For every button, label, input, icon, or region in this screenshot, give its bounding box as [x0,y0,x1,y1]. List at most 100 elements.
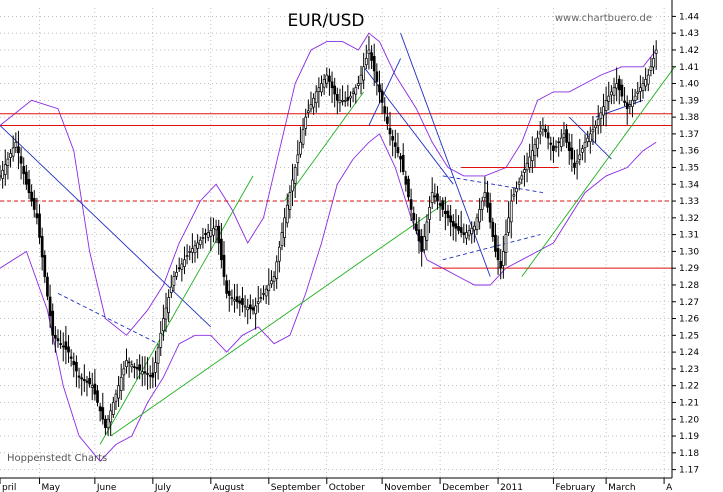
price-bar-body [570,147,574,160]
price-bar-body [594,125,597,129]
price-bar-body [38,213,41,238]
price-bar-body [588,133,592,143]
chart-grid [0,8,672,478]
price-bar-body [557,141,561,144]
price-bar-body [301,129,305,145]
price-bar-body [538,131,542,135]
price-bar-body [198,239,202,246]
price-bar-body [251,307,255,311]
price-bar-body [243,305,247,308]
price-bar-body [119,376,123,391]
price-bar-body [227,290,231,296]
price-bar-body [330,81,334,89]
price-bar-body [0,175,2,178]
y-tick-label: 1.24 [679,348,699,358]
price-bar-body [623,100,626,103]
price-bar-body [82,379,86,381]
price-bar-body [14,141,18,148]
price-bar-body [267,284,271,292]
price-bar-body [214,225,218,231]
downtrend-line [57,292,159,345]
price-bar-body [156,347,160,364]
price-bar-body [457,226,460,231]
y-tick-label: 1.40 [679,80,699,90]
downtrend-line [400,33,491,277]
price-bar-body [193,245,197,254]
price-bar-body [509,200,513,223]
price-bar-body [159,332,163,348]
price-bar-body [238,300,242,304]
price-bar-body [478,209,481,223]
price-bar-body [565,129,568,143]
watermark-text: www.chartbuero.de [555,13,652,24]
price-bar-body [32,197,36,210]
price-bar-body [396,147,400,154]
price-bar-body [504,234,508,253]
price-bar-body [425,221,429,241]
y-tick-label: 1.42 [679,46,699,56]
price-bar-body [6,158,10,166]
y-tick-label: 1.30 [679,247,699,257]
price-bar-body [135,367,139,370]
y-tick-label: 1.38 [679,113,699,123]
price-bar-body [317,87,321,92]
price-bar-body [415,223,418,231]
price-bar-body [230,297,234,299]
x-tick-label: July [154,483,172,492]
price-bar-body [507,217,510,233]
price-bar-body [494,234,497,252]
price-bar-body [88,377,91,385]
chart-title: EUR/USD [287,11,364,31]
downtrend-line [442,234,541,261]
price-bar-body [288,192,292,210]
price-bar-body [528,156,532,168]
price-bar-body [383,106,387,114]
price-bar-body [291,179,294,192]
price-bar-body [554,146,558,148]
price-bar-body [19,156,23,164]
price-bar-body [541,125,545,130]
price-bar-body [46,276,49,297]
price-bar-body [306,110,310,113]
price-bar-body [573,162,576,168]
price-bar-body [462,232,466,235]
price-bar-body [436,193,439,202]
price-bar-body [175,272,178,277]
price-bar-body [333,85,337,95]
y-tick-label: 1.22 [679,382,699,392]
price-bar-body [581,148,584,153]
price-bar-body [93,383,97,395]
price-bar-body [283,217,286,238]
y-tick-label: 1.28 [679,281,699,291]
price-bar-body [312,97,315,108]
downtrend-line [0,125,212,328]
price-bar-body [575,160,579,164]
price-bar-body [517,181,521,185]
x-tick-label: pril [2,483,16,492]
y-tick-label: 1.26 [679,315,699,325]
y-tick-label: 1.21 [679,398,699,408]
price-bar-body [501,251,505,266]
price-bar-body [525,162,529,171]
price-bar-body [578,154,582,160]
price-bar-body [75,361,78,372]
price-bar-body [420,236,423,252]
price-bar-body [30,191,33,202]
chart-axes [0,0,673,479]
price-bar-body [127,361,131,364]
y-tick-label: 1.35 [679,163,699,173]
price-bar-body [599,112,603,119]
price-bar-body [80,377,84,380]
price-bar-body [654,49,658,54]
price-bar-body [610,91,613,96]
x-axis-labels: pril May June July August September October Nov… [0,478,673,492]
price-bar-body [204,233,207,235]
y-tick-label: 1.29 [679,264,699,274]
support-resistance-lines [0,113,672,269]
price-bar-body [77,375,81,378]
y-tick-label: 1.41 [679,63,699,73]
price-bar-body [633,95,637,101]
price-bar-body [264,288,268,297]
y-tick-label: 1.18 [679,449,699,459]
price-bar-body [177,267,181,270]
